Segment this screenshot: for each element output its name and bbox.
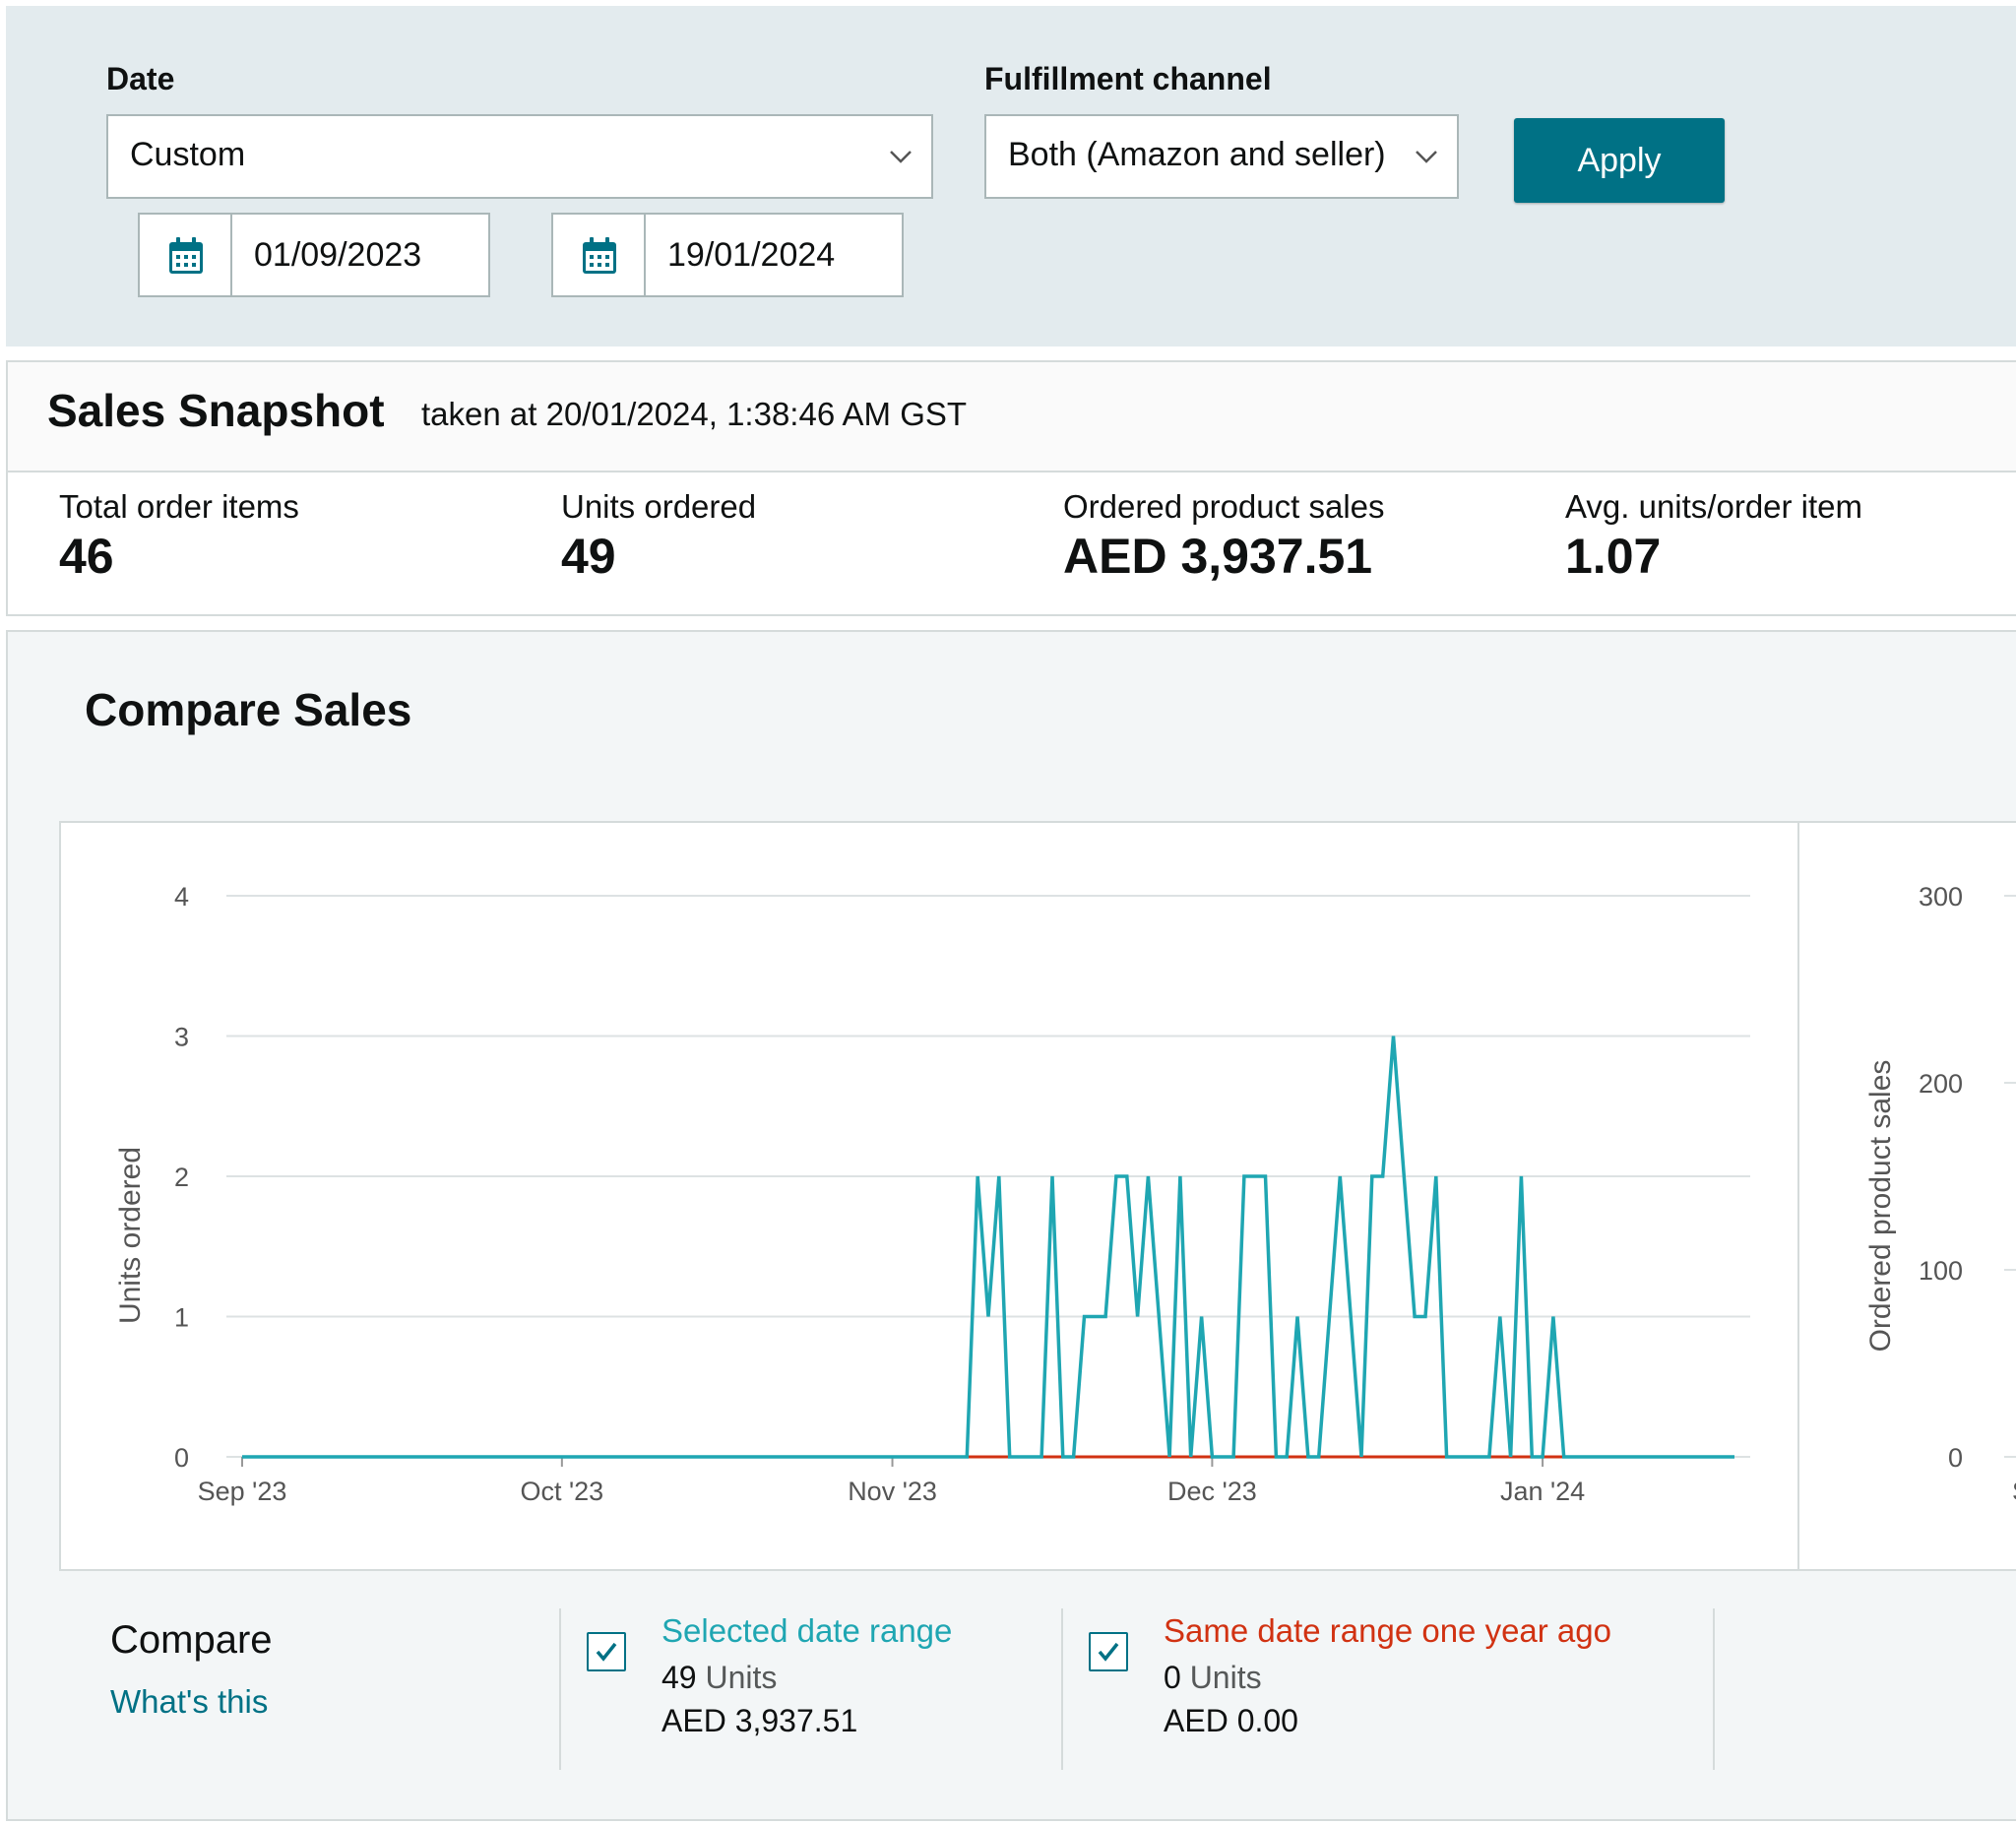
legend-units-word: Units — [1189, 1660, 1262, 1695]
compare-sales-title: Compare Sales — [85, 684, 412, 735]
compare-sales-section: Compare Sales 0 1 2 3 4 Sep '23 Oct '23 Nov '23… — [6, 630, 2016, 1821]
metric-label: Total order items — [59, 488, 299, 525]
legend-units: 49 Units — [662, 1660, 777, 1696]
metric-total-order-items: Total order items 46 — [59, 488, 299, 585]
metric-units-ordered: Units ordered 49 — [561, 488, 756, 585]
x-tick-label: Dec '23 — [1167, 1477, 1257, 1506]
snapshot-timestamp: taken at 20/01/2024, 1:38:46 AM GST — [421, 396, 968, 432]
date-range-select[interactable]: Custom — [106, 114, 933, 199]
fulfillment-channel-select[interactable]: Both (Amazon and seller) — [984, 114, 1459, 199]
end-date-calendar-button[interactable] — [553, 215, 646, 295]
legend-divider — [1061, 1608, 1063, 1770]
start-date-field[interactable]: 01/09/2023 — [138, 213, 490, 297]
date-label: Date — [106, 61, 175, 96]
end-date-field[interactable]: 19/01/2024 — [551, 213, 904, 297]
y-tick-label: 0 — [1948, 1443, 1963, 1473]
apply-button[interactable]: Apply — [1514, 118, 1725, 203]
x-tick-label: Oct '23 — [521, 1477, 604, 1506]
y-tick-label: 200 — [1919, 1069, 1963, 1099]
legend-divider — [1713, 1608, 1715, 1770]
calendar-icon — [169, 237, 203, 274]
series-line-selected-date-range — [242, 1036, 1734, 1459]
selected-date-range-checkbox[interactable] — [587, 1632, 626, 1671]
date-range-select-value: Custom — [130, 136, 246, 173]
filter-panel: Date Custom Fulfillment channel Both (Am… — [6, 6, 2016, 346]
sales-snapshot-header: Sales Snapshot taken at 20/01/2024, 1:38… — [6, 360, 2016, 472]
legend-title: Selected date range — [662, 1612, 953, 1649]
sales-snapshot-title: Sales Snapshot — [47, 385, 385, 436]
metric-ordered-product-sales: Ordered product sales AED 3,937.51 — [1063, 488, 1385, 585]
metric-label: Units ordered — [561, 488, 757, 525]
y-axis-title: Ordered product sales — [1864, 1060, 1897, 1353]
y-tick-label: 100 — [1919, 1256, 1963, 1286]
legend-sales: AED 0.00 — [1164, 1703, 1298, 1738]
chevron-down-icon — [1416, 151, 1437, 163]
calendar-icon — [583, 237, 616, 274]
y-tick-label: 2 — [174, 1163, 189, 1192]
x-tick-label: Sep '23 — [198, 1477, 287, 1506]
x-tick-label: Jan '24 — [1500, 1477, 1585, 1506]
y-tick-label: 4 — [174, 882, 189, 912]
start-date-input[interactable]: 01/09/2023 — [254, 236, 422, 274]
metric-value: 46 — [59, 529, 114, 584]
compare-sales-chart: 0 1 2 3 4 Sep '23 Oct '23 Nov '23 Dec '23 Jan '24… — [114, 882, 2016, 1506]
x-tick-label: Sep — [2012, 1477, 2016, 1506]
sales-snapshot-metrics: Total order items 46 Units ordered 49 Or… — [6, 472, 2016, 616]
chevron-down-icon — [890, 151, 912, 163]
legend-divider — [559, 1608, 561, 1770]
metric-label: Avg. units/order item — [1565, 488, 1863, 525]
y-tick-label: 300 — [1919, 882, 1963, 912]
metric-label: Ordered product sales — [1063, 488, 1385, 525]
legend-units-value: 0 — [1164, 1660, 1181, 1695]
legend-units: 0 Units — [1164, 1660, 1262, 1696]
legend-units-word: Units — [705, 1660, 778, 1695]
compare-label: Compare — [110, 1618, 273, 1662]
whats-this-link[interactable]: What's this — [110, 1683, 269, 1720]
fulfillment-channel-label: Fulfillment channel — [984, 61, 1272, 96]
legend-units-value: 49 — [662, 1660, 697, 1695]
end-date-input[interactable]: 19/01/2024 — [667, 236, 836, 274]
legend-sales: AED 3,937.51 — [662, 1703, 858, 1738]
x-tick-label: Nov '23 — [848, 1477, 937, 1506]
same-range-last-year-checkbox[interactable] — [1089, 1632, 1128, 1671]
fulfillment-channel-select-value: Both (Amazon and seller) — [1008, 136, 1386, 173]
checkmark-icon — [1098, 1642, 1119, 1662]
metric-value: 1.07 — [1565, 529, 1662, 584]
y-tick-label: 1 — [174, 1303, 189, 1333]
chart-divider — [1797, 823, 1799, 1571]
y-tick-label: 0 — [174, 1443, 189, 1473]
metric-avg-units-per-order-item: Avg. units/order item 1.07 — [1565, 488, 1862, 585]
metric-value: 49 — [561, 529, 616, 584]
start-date-calendar-button[interactable] — [140, 215, 232, 295]
metric-value: AED 3,937.51 — [1063, 529, 1373, 584]
chart-panel: 0 1 2 3 4 Sep '23 Oct '23 Nov '23 Dec '23 Jan '24… — [59, 821, 2016, 1571]
y-tick-label: 3 — [174, 1023, 189, 1052]
legend-title: Same date range one year ago — [1164, 1612, 1611, 1649]
y-axis-title: Units ordered — [114, 1147, 147, 1324]
checkmark-icon — [596, 1642, 617, 1662]
